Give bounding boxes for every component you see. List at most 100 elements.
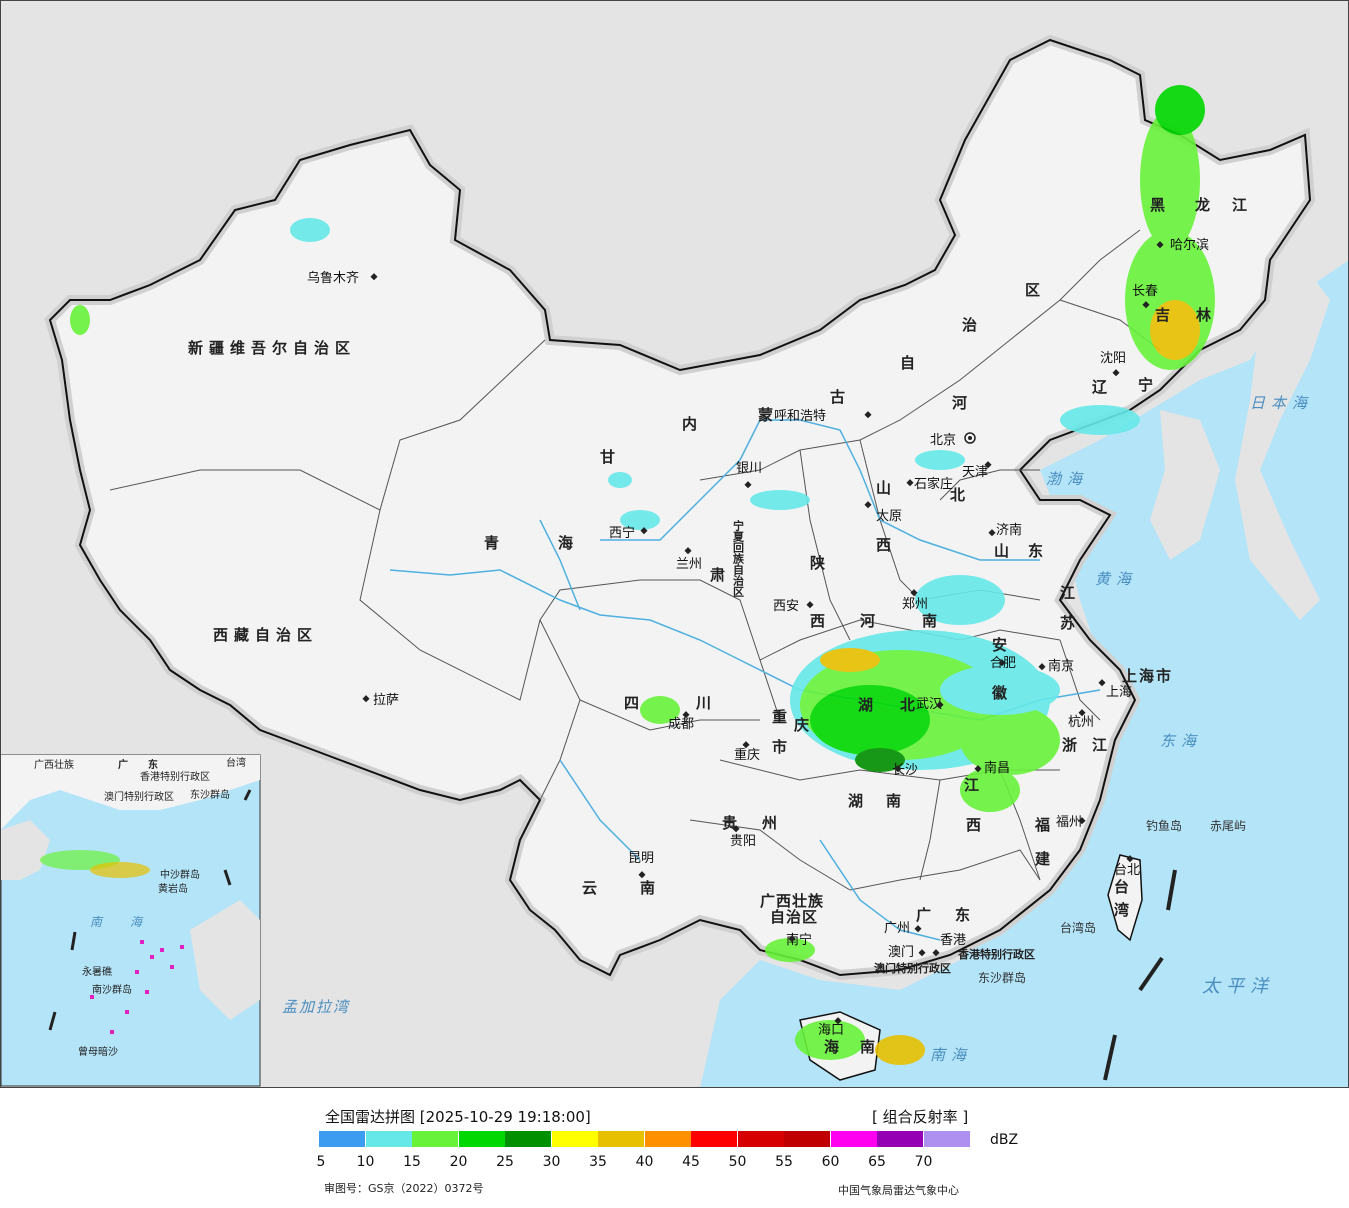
city-label: 南昌 [984,760,1010,776]
province-label: 黑 [1150,196,1171,214]
city-label: 郑州 [902,597,928,612]
scale-tick-label: 65 [868,1154,886,1170]
city-label: 西宁 [609,525,635,541]
province-label: 安 [992,636,1013,654]
province-label: 江 [1092,736,1113,754]
city-label: 拉萨 [373,693,399,708]
province-label: 四 [624,694,645,712]
city-label: 南京 [1048,658,1074,674]
inset-label: 海 [130,915,144,929]
product-label: [ 组合反射率 ] [872,1108,969,1126]
province-label: 西藏自治区 [213,626,318,644]
province-label: 蒙 [758,406,779,424]
sea-label: 太平洋 [1202,976,1274,997]
province-label: 江 [1232,196,1253,214]
color-swatch [784,1131,830,1147]
sea-label: 孟加拉湾 [282,998,351,1016]
province-label: 贵 [722,814,743,832]
scale-tick-label: 20 [449,1154,468,1170]
province-label: 自 [900,354,921,372]
city-label: 福州 [1056,815,1082,830]
province-label: 湖 [858,696,879,714]
city-label: 兰州 [676,557,702,572]
color-swatch [365,1131,412,1147]
scale-tick-label: 45 [682,1154,700,1170]
province-label: 山 [994,542,1015,560]
province-label: 新疆维吾尔自治区 [188,339,356,357]
province-label: 海 [558,534,579,552]
province-label: 南 [860,1038,881,1056]
city-label: 西安 [773,599,799,614]
color-swatch [923,1131,970,1147]
city-label: 贵阳 [730,834,756,849]
island-labels: 钓鱼岛 赤尾屿 台湾岛 东沙群岛 [978,818,1246,985]
province-label: 肃 [710,566,731,584]
city-label: 沈阳 [1100,351,1126,366]
color-swatch [877,1131,923,1147]
province-label: 西 [966,816,987,834]
province-label: 南 [922,612,943,630]
province-label: 吉 [1155,306,1176,324]
radar-map: 新疆维吾尔自治区 西藏自治区 青 海 甘 肃 四 川 云 南 内 蒙 古 自 治… [0,0,1349,1088]
china-border [48,38,1312,977]
legend-title: 全国雷达拼图 [2025-10-29 19:18:00] [325,1108,591,1126]
province-label: 上海市 [1122,667,1173,685]
province-label: 内 [682,415,703,433]
province-label: 川 [695,694,717,712]
color-swatch [551,1131,598,1147]
color-swatch [458,1131,505,1147]
province-label: 区 [1025,281,1046,299]
inset-label: 广 [118,758,128,771]
color-swatch [691,1131,737,1147]
scale-tick-label: 15 [403,1154,421,1170]
scale-tick-label: 10 [356,1154,375,1170]
province-label: 湾 [1114,901,1135,919]
island-label: 台湾岛 [1060,920,1096,935]
province-label: 市 [772,738,793,756]
scale-tick-label: 25 [496,1154,514,1170]
city-label: 长春 [1132,284,1158,299]
sea-label: 南海 [930,1046,972,1064]
city-label: 台北 [1114,863,1140,878]
inset-label: 南沙群岛 [92,983,132,996]
city-label: 北京 [930,433,956,448]
inset-label: 东 [148,758,158,771]
province-label: 苏 [1060,614,1081,632]
province-label: 辽 [1092,378,1113,396]
color-swatch [644,1131,691,1147]
city-label: 广州 [884,921,910,936]
macau-sar-label: 澳门特别行政区 [874,961,951,975]
scale-tick-label: 60 [821,1154,840,1170]
scale-tick-label: 40 [635,1154,654,1170]
sea-label: 渤海 [1046,470,1088,488]
color-swatch [505,1131,551,1147]
province-label: 州 [761,814,783,832]
province-label: 西 [876,536,897,554]
color-swatch [598,1131,644,1147]
province-label: 重 [772,708,793,726]
province-label: 河 [860,612,881,630]
sea-labels: 日本海 渤海 黄海 东海 太平洋 南海 孟加拉湾 [282,394,1313,1064]
city-label: 长沙 [892,763,918,778]
inset-label: 黄岩岛 [158,882,188,895]
sea-label: 东海 [1160,732,1202,750]
province-label: 南 [640,879,661,897]
city-label: 香港 [940,933,966,948]
city-label: 成都 [668,717,694,732]
scale-tick-label: 30 [542,1154,561,1170]
province-label: 山 [876,479,897,497]
province-label: 宁 [1138,376,1159,394]
province-label: 福 [1034,816,1056,834]
source-label: 中国气象局雷达气象中心 [838,1184,959,1197]
province-label: 河 [952,394,973,412]
province-label: 东 [955,906,976,924]
province-label: 湖 [848,792,869,810]
province-label: 甘 [600,448,621,466]
city-label: 天津 [962,465,988,480]
province-label: 北 [900,696,921,714]
city-label: 银川 [736,461,762,476]
city-label: 石家庄 [914,476,953,492]
sea-label: 日本海 [1250,394,1313,412]
province-label: 海 [824,1038,845,1056]
scale-tick-label: 35 [589,1154,607,1170]
